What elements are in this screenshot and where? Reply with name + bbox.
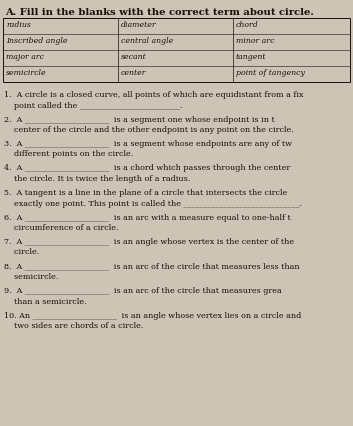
Text: than a semicircle.: than a semicircle. [4, 297, 86, 305]
Text: center of the circle and the other endpoint is any point on the circle.: center of the circle and the other endpo… [4, 126, 294, 134]
Text: Inscribed angle: Inscribed angle [6, 37, 67, 45]
Text: 8.  A _____________________  is an arc of the circle that measures less than: 8. A _____________________ is an arc of … [4, 262, 300, 271]
Text: two sides are chords of a circle.: two sides are chords of a circle. [4, 322, 143, 330]
Text: circle.: circle. [4, 248, 39, 256]
Text: secant: secant [121, 53, 147, 61]
Text: center: center [121, 69, 146, 77]
Text: radius: radius [6, 21, 31, 29]
Text: diameter: diameter [121, 21, 157, 29]
Text: A. Fill in the blanks with the correct term about circle.: A. Fill in the blanks with the correct t… [5, 8, 314, 17]
Text: point called the _________________________.: point called the _______________________… [4, 101, 183, 109]
Bar [3, 18, 350, 82]
Text: circumference of a circle.: circumference of a circle. [4, 224, 119, 232]
Text: tangent: tangent [236, 53, 267, 61]
Text: 4.  A _____________________  is a chord which passes through the center: 4. A _____________________ is a chord wh… [4, 164, 290, 173]
Text: semicircle: semicircle [6, 69, 47, 77]
Text: exactly one point. This point is called the _____________________________.: exactly one point. This point is called … [4, 199, 302, 207]
Text: chord: chord [236, 21, 259, 29]
Text: 3.  A _____________________  is a segment whose endpoints are any of tw: 3. A _____________________ is a segment … [4, 140, 292, 148]
Text: 6.  A _____________________  is an arc with a measure equal to one-half t: 6. A _____________________ is an arc wit… [4, 213, 291, 222]
Text: major arc: major arc [6, 53, 44, 61]
Text: 9.  A _____________________  is an arc of the circle that measures grea: 9. A _____________________ is an arc of … [4, 287, 282, 295]
Text: 10. An _____________________  is an angle whose vertex lies on a circle and: 10. An _____________________ is an angle… [4, 311, 301, 320]
Text: minor arc: minor arc [236, 37, 275, 45]
Text: 2.  A _____________________  is a segment one whose endpoint is in t: 2. A _____________________ is a segment … [4, 115, 275, 124]
Text: point of tangency: point of tangency [236, 69, 305, 77]
Text: 1.  A circle is a closed curve, all points of which are equidistant from a fix: 1. A circle is a closed curve, all point… [4, 91, 304, 99]
Text: central angle: central angle [121, 37, 173, 45]
Text: different points on the circle.: different points on the circle. [4, 150, 133, 158]
Text: the circle. It is twice the length of a radius.: the circle. It is twice the length of a … [4, 175, 190, 183]
Text: 5.  A tangent is a line in the plane of a circle that intersects the circle: 5. A tangent is a line in the plane of a… [4, 189, 287, 197]
Text: 7.  A _____________________  is an angle whose vertex is the center of the: 7. A _____________________ is an angle w… [4, 238, 294, 246]
Text: semicircle.: semicircle. [4, 273, 58, 281]
